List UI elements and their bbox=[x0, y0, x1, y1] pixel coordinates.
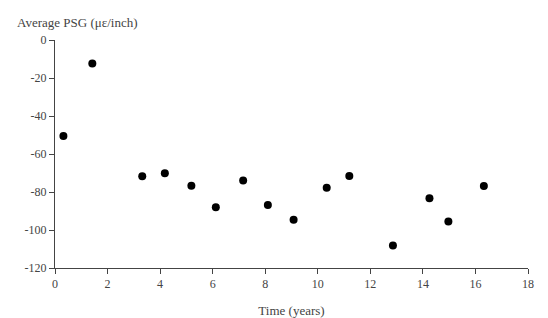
svg-text:6: 6 bbox=[210, 277, 216, 291]
svg-text:18: 18 bbox=[522, 277, 534, 291]
svg-text:0: 0 bbox=[52, 277, 58, 291]
svg-text:-100: -100 bbox=[25, 223, 47, 237]
svg-text:Time (years): Time (years) bbox=[258, 303, 324, 318]
svg-text:8: 8 bbox=[262, 277, 268, 291]
svg-text:4: 4 bbox=[157, 277, 163, 291]
svg-text:2: 2 bbox=[105, 277, 111, 291]
svg-text:10: 10 bbox=[312, 277, 324, 291]
svg-text:12: 12 bbox=[364, 277, 376, 291]
svg-text:16: 16 bbox=[469, 277, 481, 291]
svg-text:-80: -80 bbox=[31, 185, 47, 199]
svg-text:14: 14 bbox=[417, 277, 429, 291]
svg-text:-120: -120 bbox=[25, 261, 47, 275]
svg-text:-40: -40 bbox=[31, 109, 47, 123]
svg-text:-20: -20 bbox=[31, 71, 47, 85]
svg-text:0: 0 bbox=[41, 33, 47, 47]
svg-text:Average PSG (με/inch): Average PSG (με/inch) bbox=[17, 15, 138, 30]
svg-text:-60: -60 bbox=[31, 147, 47, 161]
